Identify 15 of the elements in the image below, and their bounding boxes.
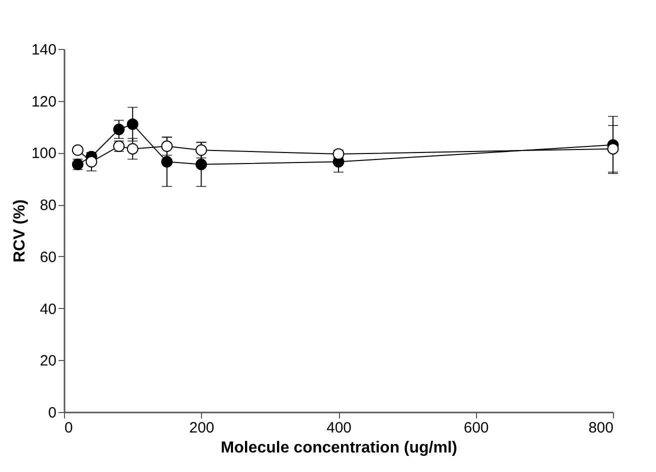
y-tick-label: 60 xyxy=(40,248,56,266)
x-tick-label: 0 xyxy=(64,420,73,436)
x-tick-label: 600 xyxy=(464,420,489,436)
y-tick-label: 80 xyxy=(40,197,56,214)
y-tick-label: 140 xyxy=(31,42,56,58)
y-tick-label: 20 xyxy=(40,352,56,370)
x-tick-label: 200 xyxy=(189,420,214,436)
x-tick-label: 400 xyxy=(326,420,352,436)
y-tick-label: 100 xyxy=(31,145,56,162)
x-axis-title: Molecule concentration (ug/ml) xyxy=(220,440,458,456)
y-axis-title: RCV (%) xyxy=(11,199,28,263)
y-tick-label: 120 xyxy=(31,93,56,110)
x-tick-label: 800 xyxy=(588,420,614,436)
y-tick-label: 40 xyxy=(40,300,56,318)
y-tick-label: 0 xyxy=(48,404,56,422)
